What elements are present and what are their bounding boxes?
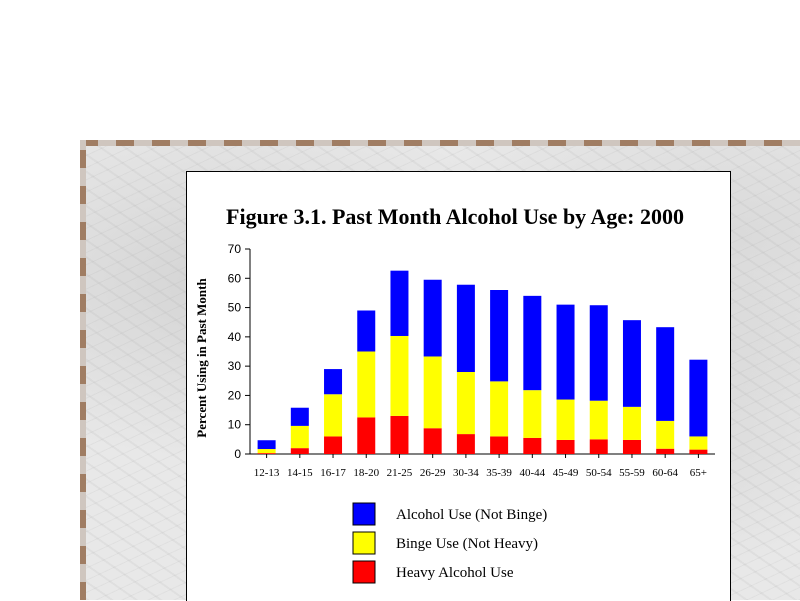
bar-segment [423, 279, 442, 357]
bar-segment [490, 381, 509, 437]
bar-segment [357, 417, 376, 454]
bar-segment [257, 453, 276, 454]
bar-segment [490, 436, 509, 454]
x-tick-label: 60-64 [652, 467, 678, 479]
bar-segment [357, 351, 376, 418]
y-axis-label: Percent Using in Past Month [194, 278, 209, 438]
legend-swatch [352, 531, 376, 555]
bar-segment [689, 436, 708, 450]
legend-label: Alcohol Use (Not Binge) [396, 507, 547, 523]
x-tick-label: 21-25 [387, 467, 413, 479]
bar-segment [523, 437, 542, 454]
bar-segment [589, 439, 608, 454]
bar-segment [290, 448, 309, 454]
bar-segment [689, 449, 708, 454]
x-tick-label: 16-17 [320, 467, 346, 479]
x-tick-label: 30-34 [453, 467, 479, 479]
x-tick-label: 14-15 [287, 467, 313, 479]
bar-segment [523, 295, 542, 391]
legend-swatch [352, 502, 376, 526]
bar-segment [324, 436, 343, 454]
bar-segment [390, 270, 409, 336]
bar-segment [556, 304, 575, 400]
legend: Alcohol Use (Not Binge) Binge Use (Not He… [352, 502, 547, 584]
bar-segment [523, 390, 542, 438]
bar-segment [656, 327, 675, 421]
bar-segment [456, 434, 475, 454]
bar-segment [357, 310, 376, 352]
y-tick-label: 40 [228, 330, 242, 344]
bar-segment [656, 448, 675, 454]
y-tick-label: 50 [228, 301, 242, 315]
x-tick-label: 55-59 [619, 467, 645, 479]
bar-segment [656, 420, 675, 449]
y-tick-label: 20 [228, 388, 242, 402]
bar-segment [456, 284, 475, 372]
bar-segment [490, 290, 509, 382]
x-tick-label: 12-13 [254, 467, 280, 479]
bar-segment [622, 320, 641, 407]
bar-segment [556, 399, 575, 440]
bar-segment [290, 425, 309, 449]
bar-segment [689, 359, 708, 437]
legend-label: Binge Use (Not Heavy) [396, 536, 538, 552]
y-tick-label: 70 [228, 242, 242, 256]
bar-segment [390, 335, 409, 416]
bar-segment [390, 415, 409, 454]
bar-segment [257, 449, 276, 454]
bar-segment [622, 406, 641, 440]
bar-segment [456, 372, 475, 435]
bar-segment [324, 369, 343, 395]
x-tick-label: 40-44 [519, 467, 545, 479]
bar-segment [290, 407, 309, 426]
x-tick-label: 35-39 [486, 467, 512, 479]
plot-area: 0 10 20 30 40 50 60 70 12-13 14-15 16-17 18-20 21-25… [228, 242, 715, 479]
bar-segment [622, 439, 641, 454]
bar-segment [324, 394, 343, 437]
chart-title: Figure 3.1. Past Month Alcohol Use by Ag… [226, 204, 684, 229]
x-tick-label: 18-20 [353, 467, 379, 479]
bar-segment [589, 305, 608, 401]
stacked-bar-chart: Figure 3.1. Past Month Alcohol Use by Ag… [194, 204, 715, 584]
legend-label: Heavy Alcohol Use [396, 565, 514, 581]
y-tick-label: 0 [234, 447, 241, 461]
bar-segment [423, 428, 442, 454]
y-tick-label: 10 [228, 418, 242, 432]
y-tick-label: 30 [228, 359, 242, 373]
x-tick-label: 50-54 [586, 467, 612, 479]
bar-segment [257, 440, 276, 450]
bar-segment [556, 439, 575, 454]
chart-panel: Figure 3.1. Past Month Alcohol Use by Ag… [186, 171, 731, 601]
x-tick-label: 26-29 [420, 467, 446, 479]
x-tick-label: 45-49 [553, 467, 579, 479]
x-tick-label: 65+ [690, 467, 707, 479]
bar-segment [423, 356, 442, 429]
bar-segment [589, 400, 608, 440]
y-tick-label: 60 [228, 271, 242, 285]
legend-swatch [352, 560, 376, 584]
